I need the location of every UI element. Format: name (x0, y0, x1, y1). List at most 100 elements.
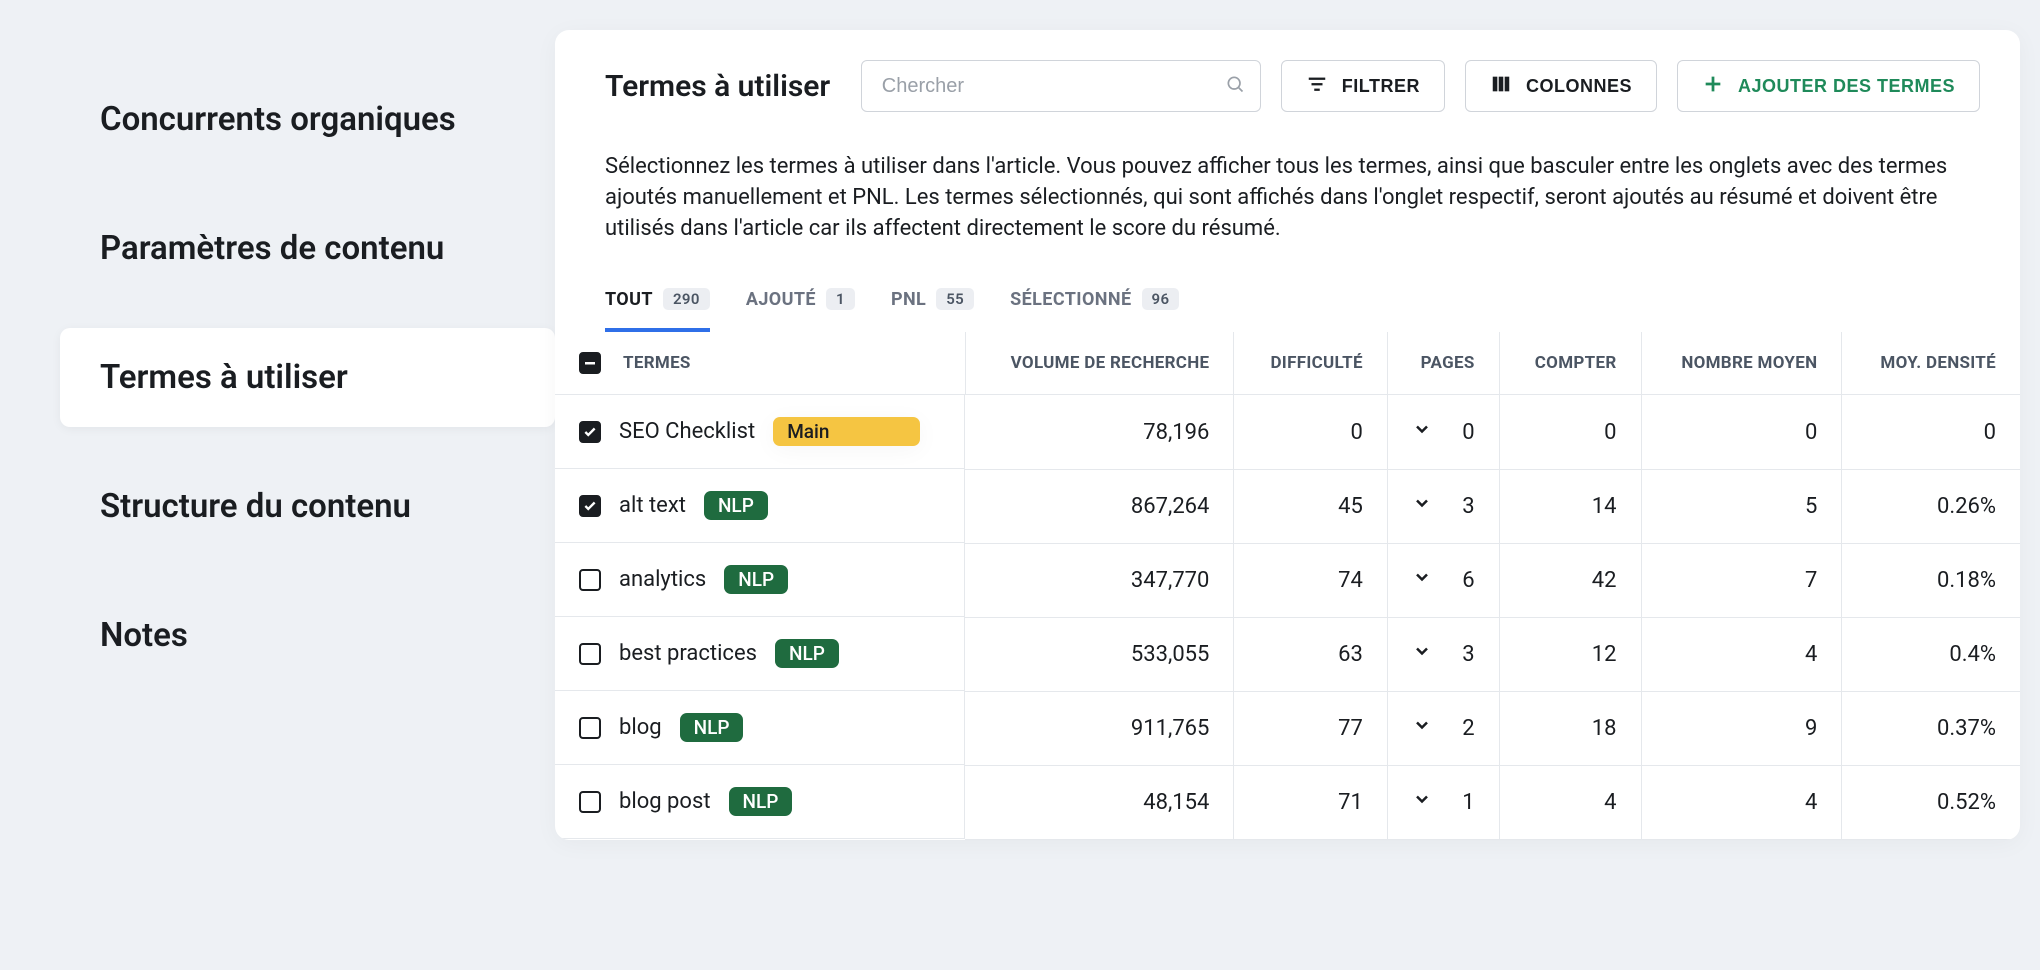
sidebar-item-1[interactable]: Paramètres de contenu (60, 199, 555, 298)
cell-volume: 48,154 (965, 765, 1234, 839)
cell-difficulty: 71 (1234, 765, 1387, 839)
col-difficulty: DIFFICULTÉ (1234, 332, 1387, 395)
table-row: analyticsNLP347,7707464270.18% (555, 543, 2020, 617)
row-checkbox[interactable] (579, 791, 601, 813)
sidebar-item-4[interactable]: Notes (60, 586, 555, 685)
search-input[interactable] (861, 60, 1261, 112)
tab-pnl[interactable]: PNL 55 (891, 274, 974, 332)
cell-avg-density: 0.37% (1842, 691, 2020, 765)
table-row: blogNLP911,7657721890.37% (555, 691, 2020, 765)
tab-label: PNL (891, 289, 926, 310)
pages-value: 0 (1462, 420, 1474, 445)
tab-label: SÉLECTIONNÉ (1010, 289, 1131, 310)
sidebar-item-3[interactable]: Structure du contenu (60, 457, 555, 556)
chevron-down-icon[interactable] (1412, 641, 1432, 667)
col-count: COMPTER (1499, 332, 1641, 395)
row-checkbox[interactable] (579, 643, 601, 665)
table-row: SEO ChecklistMain78,19600000 (555, 395, 2020, 470)
nlp-tag: NLP (704, 491, 768, 520)
cell-count: 12 (1499, 617, 1641, 691)
cell-pages: 0 (1387, 395, 1499, 470)
add-terms-button[interactable]: AJOUTER DES TERMES (1677, 60, 1980, 112)
row-checkbox[interactable] (579, 421, 601, 443)
pages-value: 1 (1462, 790, 1474, 815)
col-avg-number: NOMBRE MOYEN (1641, 332, 1842, 395)
main-tag: Main (773, 417, 920, 446)
cell-avg-number: 4 (1641, 765, 1842, 839)
pages-value: 3 (1462, 494, 1474, 519)
cell-count: 42 (1499, 543, 1641, 617)
nlp-tag: NLP (775, 639, 839, 668)
term-label: alt text (619, 493, 686, 518)
filter-icon (1306, 73, 1328, 100)
filter-label: FILTRER (1342, 76, 1420, 97)
table-row: best practices NLP 533,05563 3 1240.4% (555, 617, 2020, 691)
chevron-down-icon[interactable] (1412, 567, 1432, 593)
sidebar: Concurrents organiques Paramètres de cont… (0, 30, 555, 840)
cell-pages: 1 (1387, 765, 1499, 839)
tab-tout[interactable]: TOUT290 (605, 274, 710, 332)
cell-volume: 78,196 (965, 395, 1234, 470)
table-row: blog postNLP48,154711440.52% (555, 765, 2020, 839)
cell-pages: 2 (1387, 691, 1499, 765)
col-terms: TERMES (623, 353, 691, 373)
cell-volume: 911,765 (965, 691, 1234, 765)
cell-difficulty: 0 (1234, 395, 1387, 470)
cell-avg-density: 0.26% (1842, 469, 2020, 543)
header: Termes à utiliser FILTRER (555, 30, 2020, 142)
chevron-down-icon[interactable] (1412, 789, 1432, 815)
columns-label: COLONNES (1526, 76, 1632, 97)
cell-avg-number: 5 (1641, 469, 1842, 543)
row-checkbox[interactable] (579, 717, 601, 739)
chevron-down-icon[interactable] (1412, 715, 1432, 741)
tab-label: TOUT (605, 289, 653, 310)
tab-count-badge: 55 (936, 288, 974, 310)
terms-table: TERMES VOLUME DE RECHERCHE DIFFICULTÉ PA… (555, 332, 2020, 840)
cell-difficulty: 63 (1234, 617, 1387, 691)
cell-volume: 533,055 (965, 617, 1234, 691)
add-terms-label: AJOUTER DES TERMES (1738, 76, 1955, 97)
chevron-down-icon[interactable] (1412, 419, 1432, 445)
cell-volume: 867,264 (965, 469, 1234, 543)
page-title: Termes à utiliser (605, 69, 830, 104)
col-avg-density: MOY. DENSITÉ (1842, 332, 2020, 395)
term-label: blog post (619, 789, 711, 814)
cell-difficulty: 45 (1234, 469, 1387, 543)
cell-avg-density: 0 (1842, 395, 2020, 470)
cell-avg-density: 0.4% (1842, 617, 2020, 691)
search-icon (1225, 74, 1245, 98)
row-checkbox[interactable] (579, 569, 601, 591)
cell-count: 0 (1499, 395, 1641, 470)
cell-count: 4 (1499, 765, 1641, 839)
chevron-down-icon[interactable] (1412, 493, 1432, 519)
cell-difficulty: 77 (1234, 691, 1387, 765)
search-box (861, 60, 1261, 112)
cell-avg-number: 7 (1641, 543, 1842, 617)
term-label: best practices (619, 641, 757, 666)
term-label: SEO Checklist (619, 419, 755, 444)
cell-difficulty: 74 (1234, 543, 1387, 617)
tab-sélectionné[interactable]: SÉLECTIONNÉ96 (1010, 274, 1179, 332)
cell-avg-number: 9 (1641, 691, 1842, 765)
row-checkbox[interactable] (579, 495, 601, 517)
cell-avg-number: 0 (1641, 395, 1842, 470)
pages-value: 6 (1462, 568, 1474, 593)
sidebar-item-0[interactable]: Concurrents organiques (60, 70, 555, 169)
tab-label: AJOUTÉ (746, 289, 816, 310)
filter-button[interactable]: FILTRER (1281, 60, 1445, 112)
tabs: TOUT290 AJOUTÉ1 PNL 55 SÉLECTIONNÉ96 (555, 274, 2020, 332)
sidebar-item-2[interactable]: Termes à utiliser (60, 328, 555, 427)
cell-pages: 3 (1387, 469, 1499, 543)
select-all-checkbox[interactable] (579, 352, 601, 374)
cell-avg-number: 4 (1641, 617, 1842, 691)
cell-pages: 3 (1387, 617, 1499, 691)
cell-pages: 6 (1387, 543, 1499, 617)
cell-avg-density: 0.18% (1842, 543, 2020, 617)
columns-button[interactable]: COLONNES (1465, 60, 1657, 112)
nlp-tag: NLP (724, 565, 788, 594)
pages-value: 3 (1462, 642, 1474, 667)
tab-ajouté[interactable]: AJOUTÉ1 (746, 274, 855, 332)
col-volume: VOLUME DE RECHERCHE (965, 332, 1234, 395)
cell-count: 14 (1499, 469, 1641, 543)
col-pages: PAGES (1387, 332, 1499, 395)
